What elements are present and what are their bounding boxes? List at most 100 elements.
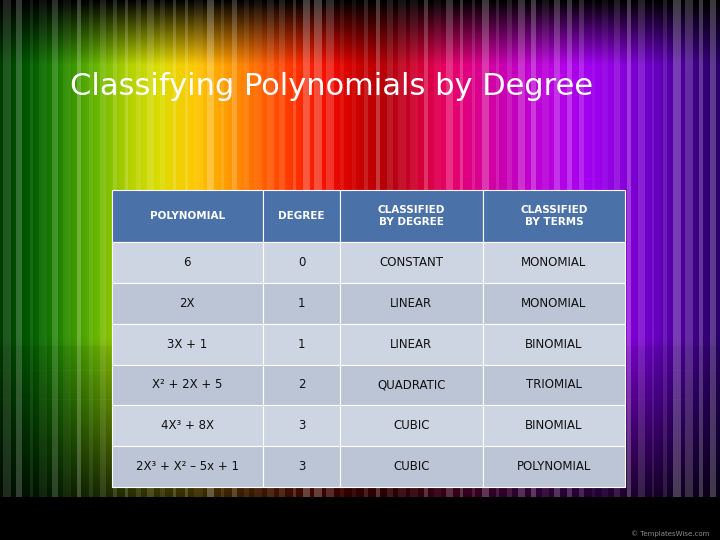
- Text: MONOMIAL: MONOMIAL: [521, 256, 587, 269]
- Bar: [0, 501, 720, 506]
- Bar: [482, 406, 625, 446]
- Text: POLYNOMIAL: POLYNOMIAL: [517, 460, 591, 473]
- Bar: [254, 0, 262, 540]
- Bar: [112, 446, 263, 487]
- Text: BINOMIAL: BINOMIAL: [525, 338, 582, 350]
- Bar: [0, 477, 720, 482]
- Text: BINOMIAL: BINOMIAL: [525, 420, 582, 433]
- Bar: [673, 0, 680, 540]
- Bar: [472, 0, 475, 540]
- Bar: [482, 364, 625, 406]
- Bar: [52, 0, 58, 540]
- Text: 6: 6: [184, 256, 191, 269]
- Bar: [0, 409, 720, 414]
- Bar: [30, 0, 32, 540]
- Bar: [518, 0, 525, 540]
- Bar: [340, 283, 482, 324]
- Bar: [267, 0, 274, 540]
- Bar: [232, 0, 237, 540]
- Bar: [39, 0, 47, 540]
- Bar: [0, 491, 720, 496]
- Bar: [0, 496, 720, 501]
- Bar: [0, 361, 720, 366]
- Text: MONOMIAL: MONOMIAL: [521, 297, 587, 310]
- Bar: [0, 516, 720, 521]
- Bar: [3, 0, 12, 540]
- Bar: [340, 406, 482, 446]
- Bar: [279, 0, 285, 540]
- Text: TRIOMIAL: TRIOMIAL: [526, 379, 582, 392]
- Bar: [0, 400, 720, 404]
- Bar: [0, 429, 720, 434]
- Bar: [460, 0, 463, 540]
- Bar: [100, 0, 106, 540]
- Bar: [0, 497, 720, 540]
- Bar: [340, 242, 482, 283]
- Bar: [0, 511, 720, 516]
- Bar: [340, 446, 482, 487]
- Bar: [0, 424, 720, 429]
- Bar: [0, 419, 720, 424]
- Text: 3X + 1: 3X + 1: [167, 338, 207, 350]
- Bar: [364, 0, 368, 540]
- Bar: [424, 0, 428, 540]
- Bar: [0, 521, 720, 525]
- Bar: [482, 283, 625, 324]
- Bar: [112, 324, 263, 365]
- Bar: [263, 406, 340, 446]
- Bar: [0, 458, 720, 462]
- Text: © TemplatesWise.com: © TemplatesWise.com: [631, 531, 709, 537]
- Bar: [340, 324, 482, 365]
- Bar: [0, 463, 720, 467]
- Bar: [89, 0, 93, 540]
- Bar: [0, 351, 720, 356]
- Bar: [0, 453, 720, 457]
- Bar: [710, 0, 716, 540]
- Text: DEGREE: DEGREE: [279, 211, 325, 221]
- Bar: [340, 190, 482, 242]
- Bar: [0, 448, 720, 453]
- Bar: [263, 242, 340, 283]
- Bar: [147, 0, 154, 540]
- Bar: [326, 0, 334, 540]
- Bar: [112, 283, 263, 324]
- Bar: [221, 0, 224, 540]
- Bar: [113, 0, 117, 540]
- Bar: [0, 487, 720, 491]
- Text: 4X³ + 8X: 4X³ + 8X: [161, 420, 214, 433]
- Bar: [352, 0, 356, 540]
- Bar: [77, 0, 81, 540]
- Bar: [263, 324, 340, 365]
- Bar: [292, 0, 296, 540]
- Bar: [63, 0, 71, 540]
- Bar: [592, 0, 595, 540]
- Text: 3: 3: [298, 460, 305, 473]
- Bar: [627, 0, 631, 540]
- Text: 2X³ + X² – 5x + 1: 2X³ + X² – 5x + 1: [136, 460, 239, 473]
- Bar: [0, 414, 720, 419]
- Bar: [302, 0, 310, 540]
- Bar: [112, 406, 263, 446]
- Bar: [434, 0, 441, 540]
- Text: 1: 1: [298, 297, 305, 310]
- Bar: [16, 0, 22, 540]
- Bar: [194, 0, 203, 540]
- Bar: [174, 0, 176, 540]
- Text: X² + 2X + 5: X² + 2X + 5: [152, 379, 222, 392]
- Bar: [0, 530, 720, 535]
- Bar: [685, 0, 693, 540]
- Bar: [0, 525, 720, 530]
- Text: LINEAR: LINEAR: [390, 338, 433, 350]
- Bar: [482, 0, 489, 540]
- Bar: [112, 190, 263, 242]
- Bar: [263, 364, 340, 406]
- Text: LINEAR: LINEAR: [390, 297, 433, 310]
- Bar: [482, 242, 625, 283]
- Bar: [446, 0, 453, 540]
- Bar: [263, 190, 340, 242]
- Bar: [376, 0, 380, 540]
- Bar: [699, 0, 703, 540]
- Bar: [614, 0, 620, 540]
- Text: CUBIC: CUBIC: [393, 420, 430, 433]
- Bar: [0, 404, 720, 409]
